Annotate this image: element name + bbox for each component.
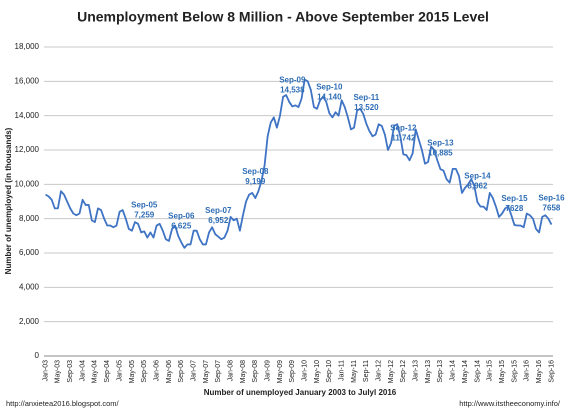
annotation-date: Sep-15 bbox=[501, 194, 528, 203]
x-tick-label: Sep-05 bbox=[141, 360, 148, 383]
x-tick-label: May-03 bbox=[55, 360, 62, 383]
x-tick-label: Sep-16 bbox=[548, 360, 555, 383]
x-tick-label: Sep-09 bbox=[289, 360, 296, 383]
x-axis-title: Number of unemployed January 2003 to Jul… bbox=[204, 388, 397, 397]
annotation-date: Sep-14 bbox=[464, 171, 491, 180]
annotation-value: 14,140 bbox=[317, 92, 342, 101]
x-tick-label: Sep-07 bbox=[215, 360, 222, 383]
y-tick-label: 4,000 bbox=[19, 282, 40, 291]
x-tick-label: Jan-15 bbox=[487, 360, 494, 382]
x-tick-label: May-11 bbox=[351, 360, 358, 383]
y-tick-label: 8,000 bbox=[19, 214, 40, 223]
source-right: http://www.itstheeconomy.info/ bbox=[459, 399, 561, 408]
x-tick-label: May-06 bbox=[166, 360, 173, 383]
y-tick-label: 12,000 bbox=[15, 145, 40, 154]
x-tick-label: May-15 bbox=[499, 360, 506, 383]
annotation-value: 11,742 bbox=[391, 134, 416, 143]
x-tick-label: May-12 bbox=[388, 360, 395, 383]
x-tick-label: Sep-03 bbox=[67, 360, 74, 383]
annotation-date: Sep-16 bbox=[538, 194, 565, 203]
annotation-date: Sep-07 bbox=[205, 206, 232, 215]
annotation-value: 10,885 bbox=[428, 148, 453, 157]
annotation-date: Sep-08 bbox=[242, 167, 269, 176]
x-tick-label: Jan-08 bbox=[227, 360, 234, 382]
annotation-value: 6,952 bbox=[208, 216, 229, 225]
x-tick-label: May-10 bbox=[314, 360, 321, 383]
annotation-value: 6,625 bbox=[171, 221, 192, 230]
x-tick-label: May-09 bbox=[277, 360, 284, 383]
x-tick-label: Jan-09 bbox=[264, 360, 271, 382]
y-tick-label: 0 bbox=[35, 351, 40, 360]
y-tick-label: 6,000 bbox=[19, 248, 40, 257]
x-tick-label: Jan-05 bbox=[116, 360, 123, 382]
x-tick-label: Jan-12 bbox=[376, 360, 383, 382]
annotation-date: Sep-12 bbox=[390, 124, 417, 133]
annotation-date: Sep-10 bbox=[316, 82, 343, 91]
x-tick-label: Sep-12 bbox=[400, 360, 407, 383]
x-tick-label: Sep-15 bbox=[511, 360, 518, 383]
x-tick-label: Jan-07 bbox=[190, 360, 197, 382]
x-tick-label: Jan-14 bbox=[450, 360, 457, 382]
x-tick-label: May-04 bbox=[92, 360, 99, 383]
x-tick-label: Sep-04 bbox=[104, 360, 111, 383]
x-tick-label: Jan-04 bbox=[79, 360, 86, 382]
annotation-value: 7,259 bbox=[134, 210, 155, 219]
x-tick-label: May-05 bbox=[129, 360, 136, 383]
y-tick-label: 10,000 bbox=[15, 179, 40, 188]
y-axis-title: Number of unemployed (in thousands) bbox=[4, 127, 13, 274]
y-tick-label: 18,000 bbox=[15, 42, 40, 51]
annotation-date: Sep-05 bbox=[131, 200, 158, 209]
y-tick-label: 14,000 bbox=[15, 111, 40, 120]
chart-title: Unemployment Below 8 Million - Above Sep… bbox=[77, 9, 489, 25]
annotation-value: 13,520 bbox=[354, 103, 379, 112]
x-tick-label: Jan-06 bbox=[153, 360, 160, 382]
x-tick-label: Jan-13 bbox=[413, 360, 420, 382]
x-tick-label: May-08 bbox=[240, 360, 247, 383]
annotation-value: 9,199 bbox=[245, 177, 266, 186]
x-tick-label: Sep-06 bbox=[178, 360, 185, 383]
annotation-value: 14,538 bbox=[280, 86, 305, 95]
x-tick-label: Jan-03 bbox=[42, 360, 49, 382]
y-tick-label: 16,000 bbox=[15, 76, 40, 85]
annotation-value: 7658 bbox=[543, 204, 561, 213]
annotation-date: Sep-13 bbox=[427, 138, 454, 147]
x-tick-label: Jan-10 bbox=[302, 360, 309, 382]
series-line bbox=[45, 78, 553, 249]
annotation-value: 7628 bbox=[506, 204, 524, 213]
y-tick-label: 2,000 bbox=[19, 317, 40, 326]
annotation-date: Sep-06 bbox=[168, 211, 195, 220]
x-tick-label: May-13 bbox=[425, 360, 432, 383]
annotation-value: 8,962 bbox=[467, 181, 488, 190]
x-tick-label: Jan-11 bbox=[339, 360, 346, 381]
annotation-date: Sep-11 bbox=[353, 93, 379, 102]
x-tick-label: May-07 bbox=[203, 360, 210, 383]
x-tick-label: Sep-10 bbox=[326, 360, 333, 383]
annotation-date: Sep-09 bbox=[279, 76, 306, 85]
x-tick-label: Sep-08 bbox=[252, 360, 259, 383]
x-tick-label: Sep-14 bbox=[474, 360, 481, 383]
x-tick-label: May-14 bbox=[462, 360, 469, 383]
x-tick-label: Sep-13 bbox=[437, 360, 444, 383]
x-tick-label: May-16 bbox=[536, 360, 543, 383]
source-left: http://anxietea2016.blogspot.com/ bbox=[6, 399, 119, 408]
x-tick-label: Jan-16 bbox=[524, 360, 531, 382]
x-tick-label: Sep-11 bbox=[363, 360, 370, 382]
